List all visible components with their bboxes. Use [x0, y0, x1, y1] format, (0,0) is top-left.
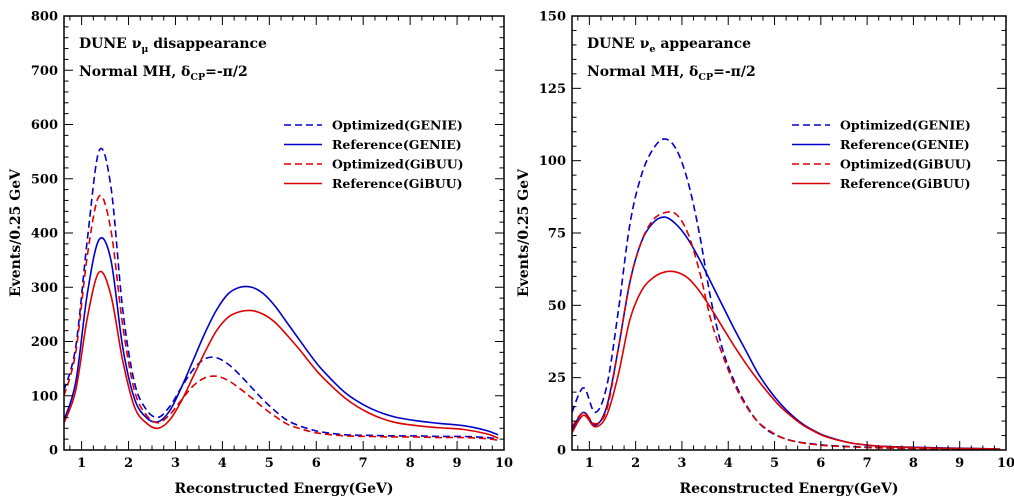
y-tick-label: 200 [31, 335, 58, 350]
y-axis-title: Events/0.25 GeV [516, 168, 532, 297]
legend-label: Reference(GiBUU) [332, 176, 462, 191]
series-line-3 [572, 211, 1001, 450]
annotation-subtitle: Normal MH, δCP=-π/2 [587, 64, 756, 83]
x-tick-label: 9 [453, 456, 462, 471]
y-tick-label: 100 [31, 389, 58, 404]
x-tick-label: 6 [816, 456, 825, 471]
x-tick-label: 5 [265, 456, 274, 471]
series-group [572, 138, 1001, 450]
legend: Optimized(GENIE) Reference(GENIE) Optimize… [284, 118, 464, 191]
y-tick-label: 75 [548, 227, 566, 242]
legend: Optimized(GENIE) Reference(GENIE) Optimize… [792, 118, 972, 191]
x-axis-title: Reconstructed Energy(GeV) [174, 481, 393, 497]
chart-panel-2: 1 2 3 4 5 6 7 8 9 100255075100125150Reconstructed… [516, 10, 1014, 497]
legend-label: Reference(GENIE) [332, 137, 462, 152]
x-tick-label: 10 [495, 456, 513, 471]
x-tick-label: 4 [724, 456, 733, 471]
y-axis-title: Events/0.25 GeV [8, 168, 24, 297]
y-tick-label: 0 [557, 444, 566, 459]
x-tick-label: 1 [585, 456, 594, 471]
x-axis-title: Reconstructed Energy(GeV) [679, 481, 898, 497]
x-tick-label: 2 [124, 456, 133, 471]
y-tick-label: 125 [539, 82, 566, 97]
x-tick-label: 6 [312, 456, 321, 471]
plot-frame [571, 15, 1007, 451]
legend-label: Optimized(GiBUU) [332, 157, 464, 172]
y-tick-label: 400 [31, 227, 58, 242]
legend-label: Optimized(GENIE) [840, 118, 971, 133]
y-tick-label: 700 [31, 64, 58, 79]
series-line-1 [64, 147, 499, 440]
x-tick-label: 9 [955, 456, 964, 471]
x-tick-label: 2 [631, 456, 640, 471]
series-group [64, 147, 499, 442]
chart-panel-1: 1 2 3 4 5 6 7 8 9 100100200300400500600700800Reco… [8, 10, 513, 497]
annotation-title: DUNE νe appearance [587, 36, 751, 55]
y-tick-label: 500 [31, 172, 58, 187]
legend-label: Optimized(GiBUU) [840, 157, 972, 172]
series-line-3 [64, 194, 499, 442]
x-tick-label: 8 [406, 456, 415, 471]
y-tick-label: 800 [31, 10, 58, 25]
y-tick-label: 0 [49, 444, 58, 459]
legend-label: Optimized(GENIE) [332, 118, 463, 133]
y-tick-label: 25 [548, 371, 566, 386]
x-tick-label: 1 [77, 456, 86, 471]
series-line-4 [572, 270, 1001, 450]
x-tick-label: 3 [171, 456, 180, 471]
annotation-subtitle: Normal MH, δCP=-π/2 [79, 64, 248, 83]
y-tick-label: 150 [539, 10, 566, 25]
x-tick-label: 5 [770, 456, 779, 471]
annotation-title: DUNE νμ disappearance [79, 36, 267, 55]
x-tick-label: 8 [909, 456, 918, 471]
legend-label: Reference(GiBUU) [840, 176, 970, 191]
y-tick-label: 600 [31, 118, 58, 133]
x-tick-label: 7 [359, 456, 368, 471]
y-tick-label: 300 [31, 281, 58, 296]
x-tick-label: 4 [218, 456, 227, 471]
legend-label: Reference(GENIE) [840, 137, 970, 152]
y-tick-label: 50 [548, 299, 566, 314]
x-tick-label: 3 [677, 456, 686, 471]
series-line-2 [572, 216, 1001, 450]
series-line-2 [64, 237, 499, 436]
series-line-1 [572, 138, 1001, 450]
series-line-4 [64, 270, 499, 439]
x-tick-label: 10 [997, 456, 1014, 471]
x-tick-label: 7 [863, 456, 872, 471]
y-tick-label: 100 [539, 154, 566, 169]
